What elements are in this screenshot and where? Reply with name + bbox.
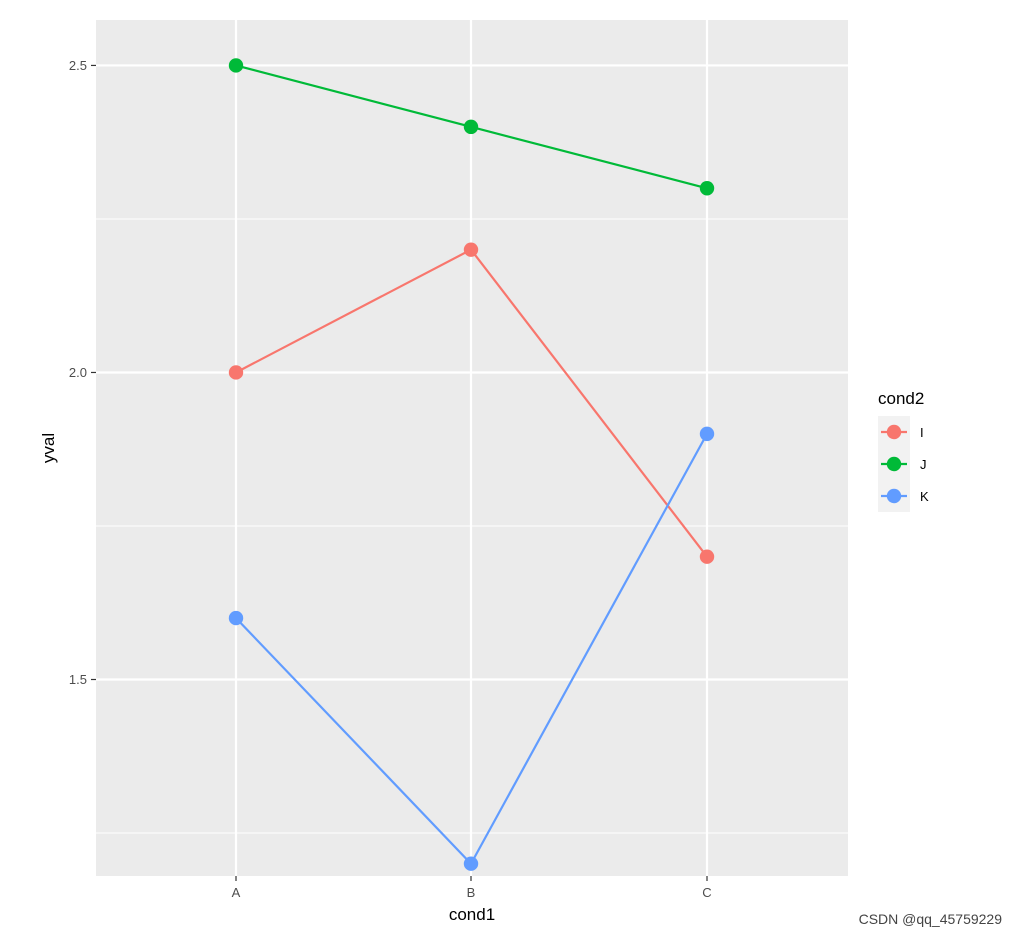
y-tick-label: 2.5 — [69, 58, 87, 73]
series-layer — [228, 58, 715, 871]
data-point-k — [228, 610, 244, 626]
legend-label-k: K — [920, 489, 929, 504]
y-tick-label: 1.5 — [69, 672, 87, 687]
grid-lines — [96, 20, 848, 876]
data-point-j — [228, 58, 244, 73]
legend-item-k: K — [878, 480, 929, 512]
data-point-i — [463, 242, 479, 257]
x-tick-label: C — [702, 885, 711, 900]
legend-title: cond2 — [878, 389, 924, 408]
legend: cond2 I J K — [878, 389, 929, 512]
legend-key-point — [886, 424, 902, 440]
data-point-j — [463, 119, 479, 135]
data-point-k — [699, 426, 715, 442]
legend-key-point — [886, 488, 902, 504]
data-point-k — [463, 856, 479, 871]
legend-key-point — [886, 456, 902, 472]
data-point-j — [699, 181, 715, 196]
x-axis-title: cond1 — [449, 905, 495, 924]
axes: 1.5 2.0 2.5 A B C — [69, 58, 712, 900]
data-point-i — [228, 365, 244, 380]
y-axis-title: yval — [39, 433, 58, 463]
legend-item-j: J — [878, 448, 927, 480]
data-point-i — [699, 549, 715, 564]
legend-label-i: I — [920, 425, 924, 440]
x-tick-label: A — [232, 885, 241, 900]
watermark-text: CSDN @qq_45759229 — [859, 911, 1003, 927]
legend-item-i: I — [878, 416, 924, 448]
y-tick-label: 2.0 — [69, 365, 87, 380]
legend-label-j: J — [920, 457, 927, 472]
x-tick-label: B — [467, 885, 476, 900]
